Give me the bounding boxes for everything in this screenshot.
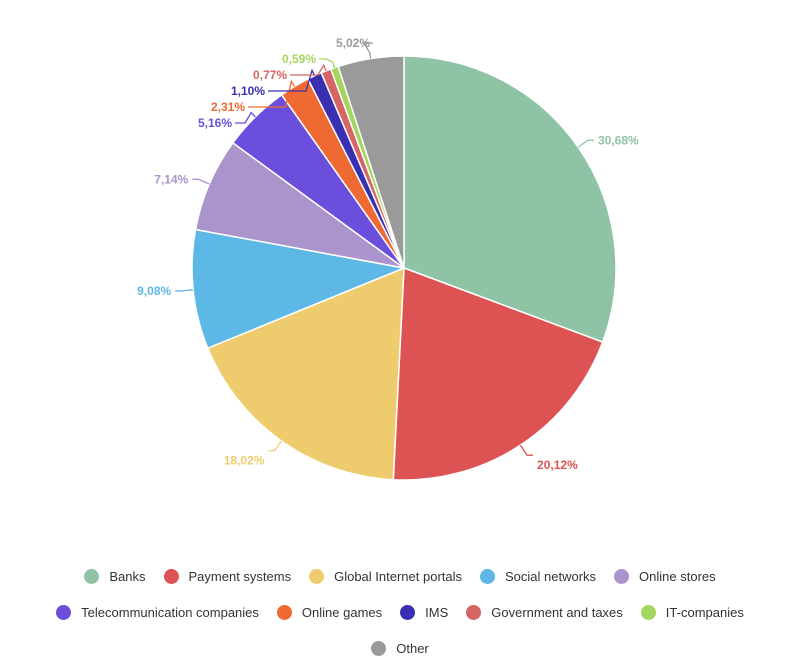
legend-item-it-companies[interactable]: IT-companies [640,604,744,620]
legend-item-banks[interactable]: Banks [84,568,146,584]
slice-label-other: 5,02% [336,36,370,50]
slice-label-online-stores: 7,14% [154,172,188,186]
legend-item-telecommunication-companies[interactable]: Telecommunication companies [56,604,259,620]
slice-label-banks: 30,68% [598,133,639,147]
legend-label: Other [396,640,429,656]
legend-label: Banks [109,568,146,584]
legend-label: Telecommunication companies [81,604,259,620]
slice-label-global-internet-portals: 18,02% [224,454,265,468]
pie-slice-payment-systems [392,266,604,481]
legend-swatch [466,604,482,620]
slice-label-it-companies: 0,59% [282,52,316,66]
slice-label-ims: 1,10% [231,84,265,98]
legend-label: IT-companies [665,604,744,620]
legend-swatch [614,568,630,584]
legend-item-online-stores[interactable]: Online stores [614,568,716,584]
leader-line-it-companies [319,58,336,68]
legend-item-payment-systems[interactable]: Payment systems [163,568,292,584]
slice-label-telecommunication-companies: 5,16% [198,116,232,130]
slice-labels: 30,68% 20,12% 18,02% 9,08% 7,14% 5,16% 2,31% 1,… [137,36,639,472]
legend: Banks Payment systems Global Internet port… [0,558,800,666]
leader-line-telecommunication-companies [235,111,256,124]
legend-swatch [640,604,656,620]
leader-line-payment-systems [519,444,534,456]
leader-line-other [362,42,373,59]
leader-line-online-games [248,79,296,108]
slice-label-payment-systems: 20,12% [537,458,578,472]
pie-slices [191,55,617,481]
leader-line-global-internet-portals [268,440,282,452]
legend-label: Online stores [639,568,716,584]
slice-label-government-and-taxes: 0,77% [253,68,287,82]
legend-row: Other [0,630,800,666]
leader-line-government-and-taxes [290,63,327,76]
slice-label-online-games: 2,31% [211,100,245,114]
legend-swatch [56,604,72,620]
legend-item-online-games[interactable]: Online games [276,604,383,620]
legend-item-other[interactable]: Other [371,640,429,656]
legend-item-global-internet-portals[interactable]: Global Internet portals [309,568,462,584]
leader-line-online-stores [192,178,210,185]
legend-label: IMS [425,604,449,620]
pie-chart: 30,68% 20,12% 18,02% 9,08% 7,14% 5,16% 2,31% 1,… [137,36,639,481]
leader-line-banks [577,139,595,148]
legend-swatch [276,604,292,620]
legend-swatch [309,568,325,584]
legend-swatch [371,640,387,656]
legend-label: Social networks [505,568,597,584]
legend-swatch [480,568,495,584]
slice-label-social-networks: 9,08% [137,284,171,298]
legend-label: Global Internet portals [334,568,462,584]
label-leader-lines [175,42,595,456]
legend-row: Telecommunication companies Online games I… [0,594,800,630]
legend-item-ims[interactable]: IMS [400,604,449,620]
legend-swatch [163,568,179,584]
legend-swatch [84,568,100,584]
pie-slice-other [337,55,405,269]
legend-swatch [400,604,416,620]
legend-row: Banks Payment systems Global Internet port… [0,558,800,594]
legend-label: Payment systems [188,568,292,584]
legend-item-government-and-taxes[interactable]: Government and taxes [466,604,623,620]
legend-label: Online games [301,604,383,620]
legend-item-social-networks[interactable]: Social networks [480,568,597,584]
leader-line-social-networks [175,289,194,292]
leader-line-ims [268,68,316,92]
legend-label: Government and taxes [491,604,623,620]
